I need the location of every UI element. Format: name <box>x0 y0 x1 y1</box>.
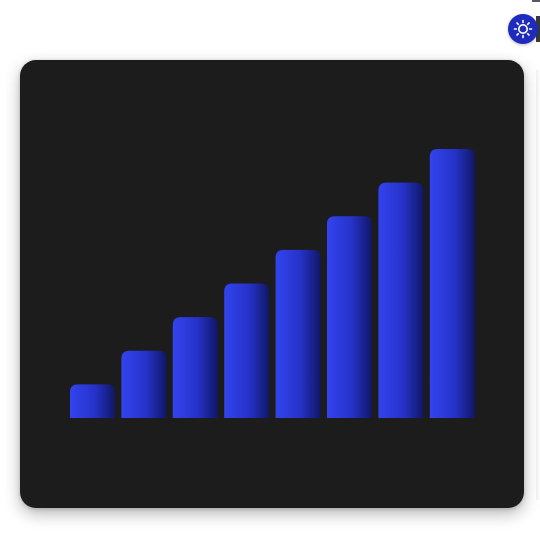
window-edge-strip <box>536 16 540 42</box>
bar-1 <box>70 384 115 418</box>
bar-chart <box>70 149 475 418</box>
bar-5 <box>275 249 321 418</box>
theme-toggle-button[interactable] <box>508 14 538 44</box>
window-edge-line <box>532 0 540 2</box>
bar-3 <box>172 317 218 418</box>
bar-7 <box>378 182 424 418</box>
bar-4 <box>224 283 270 418</box>
bar-2 <box>121 350 167 418</box>
adjacent-panel-shadow <box>536 70 540 500</box>
chart-card <box>20 60 524 508</box>
sun-icon <box>513 19 533 39</box>
bar-6 <box>327 216 372 418</box>
bar-8 <box>429 149 475 418</box>
